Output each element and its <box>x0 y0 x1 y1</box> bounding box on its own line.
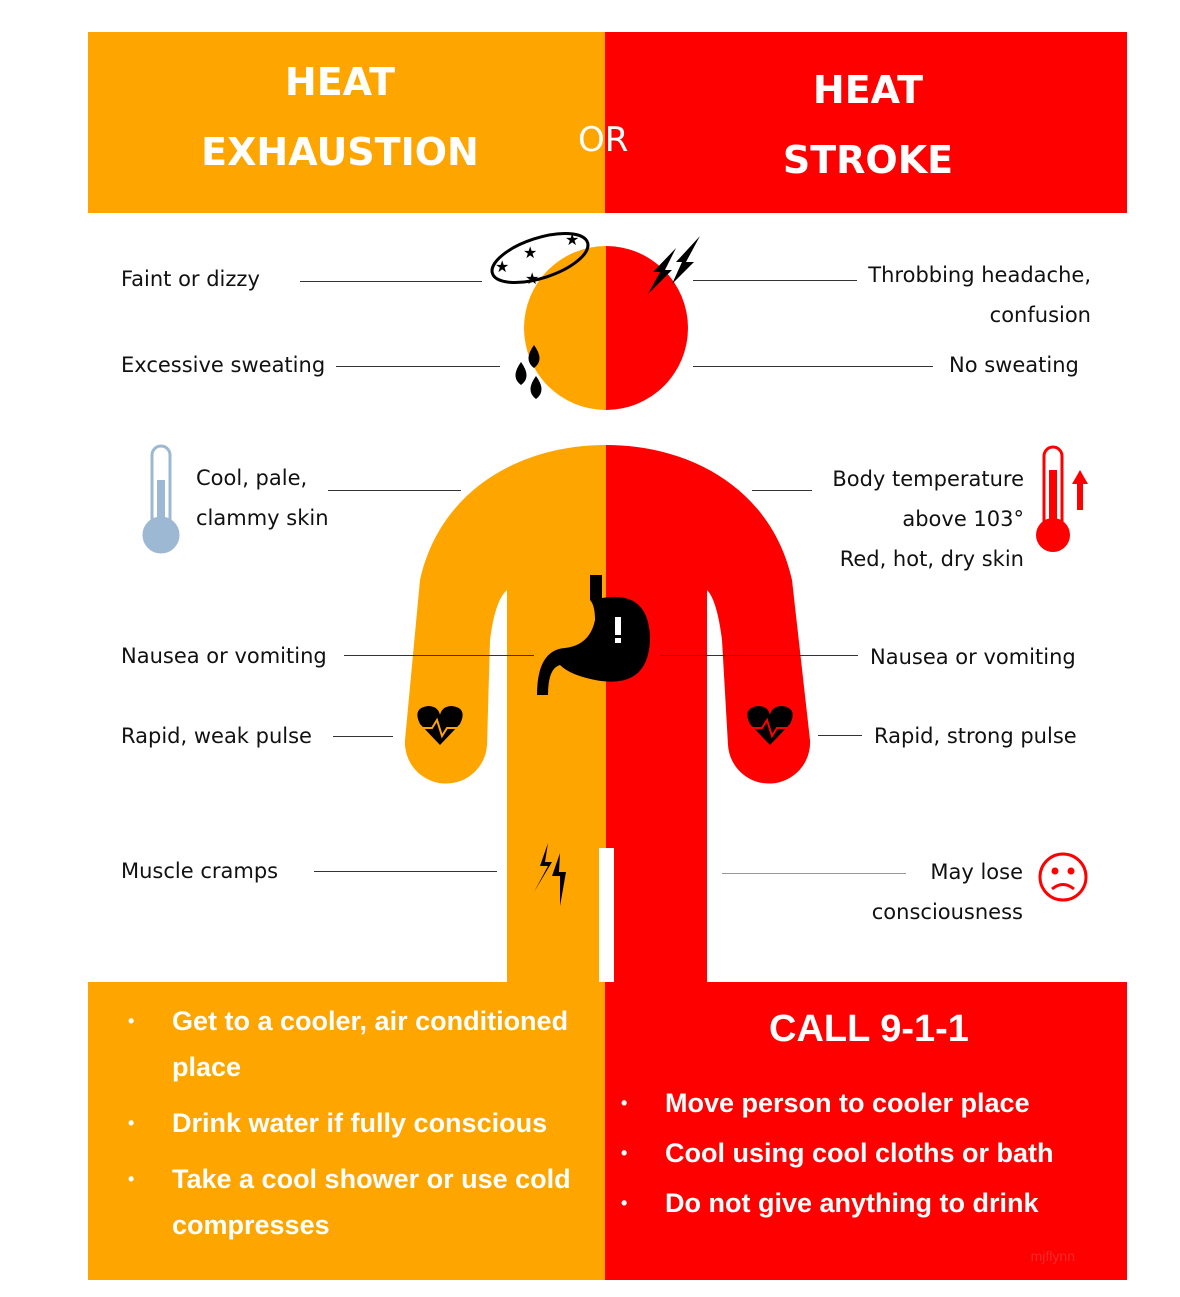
lightning-icon <box>648 236 700 294</box>
symptom-headache: Throbbing headache, confusion <box>868 255 1091 335</box>
label-line: consciousness <box>871 900 1023 924</box>
connector-line <box>722 873 906 874</box>
svg-text:★: ★ <box>495 257 509 276</box>
connector-line <box>660 655 858 656</box>
header-exhaustion <box>88 32 605 213</box>
stroke-title: HEAT STROKE <box>668 55 1068 195</box>
exhaustion-actions: Get to a cooler, air conditioned place D… <box>88 982 605 1280</box>
action-item: Cool using cool cloths or bath <box>621 1130 1117 1176</box>
connector-line <box>314 871 497 872</box>
action-item: Drink water if fully conscious <box>128 1100 597 1146</box>
label-line: Body temperature <box>832 467 1024 491</box>
symptom-skin: Cool, pale, clammy skin <box>196 458 329 538</box>
body-left <box>404 445 606 982</box>
sad-face-icon <box>1038 852 1088 902</box>
symptom-nausea: Nausea or vomiting <box>870 645 1076 669</box>
connector-line <box>336 366 500 367</box>
connector-line <box>752 490 812 491</box>
label-line: above 103° <box>902 507 1024 531</box>
label-line: May lose <box>930 860 1023 884</box>
label-line: Red, hot, dry skin <box>839 547 1024 571</box>
connector-line <box>693 280 857 281</box>
action-item: Move person to cooler place <box>621 1080 1117 1126</box>
lightning-icon <box>534 843 566 906</box>
svg-text:★: ★ <box>565 230 579 249</box>
connector-line <box>693 366 933 367</box>
exhaustion-title: HEAT EXHAUSTION <box>140 47 540 187</box>
call-911-title: CALL 9-1-1 <box>769 1008 969 1050</box>
heart-pulse-icon <box>417 706 463 745</box>
connector-line <box>818 735 862 736</box>
dizzy-stars-icon: ★ ★ ★ ★ <box>490 230 590 288</box>
head-left <box>524 246 606 410</box>
symptom-temperature: Body temperature above 103° Red, hot, dr… <box>832 459 1024 579</box>
action-item: Take a cool shower or use cold compresse… <box>128 1156 597 1248</box>
body-right <box>606 445 811 982</box>
symptom-no-sweating: No sweating <box>949 353 1079 377</box>
symptom-sweating: Excessive sweating <box>121 353 326 377</box>
sweat-drops-icon <box>515 345 542 399</box>
title-line: HEAT <box>284 60 396 104</box>
connector-line <box>300 281 482 282</box>
connector-line <box>344 655 534 656</box>
label-line: clammy skin <box>196 506 329 530</box>
stroke-actions: CALL 9-1-1 Move person to cooler place C… <box>605 982 1127 1280</box>
label-line: Cool, pale, <box>196 466 308 490</box>
leg-gap <box>599 848 614 982</box>
symptom-consciousness: May lose consciousness <box>872 852 1023 932</box>
symptom-nausea: Nausea or vomiting <box>121 644 327 668</box>
symptom-faint: Faint or dizzy <box>121 267 260 291</box>
hot-thermometer-icon <box>1036 445 1088 552</box>
arrow-up-icon <box>1072 470 1088 510</box>
label-line: Throbbing headache, <box>868 263 1091 287</box>
svg-text:★: ★ <box>523 243 537 262</box>
connector-line <box>328 490 461 491</box>
head-right <box>606 246 688 410</box>
title-line: STROKE <box>782 138 954 182</box>
symptom-pulse: Rapid, weak pulse <box>121 724 312 748</box>
symptom-cramps: Muscle cramps <box>121 859 279 883</box>
header-stroke <box>605 32 1127 213</box>
title-line: HEAT <box>812 68 924 112</box>
heart-pulse-icon <box>747 706 793 745</box>
cool-thermometer-icon <box>142 444 180 554</box>
title-line: EXHAUSTION <box>201 130 479 174</box>
connector-line <box>333 736 393 737</box>
symptom-pulse: Rapid, strong pulse <box>874 724 1077 748</box>
svg-text:★: ★ <box>525 269 539 288</box>
action-item: Get to a cooler, air conditioned place <box>128 998 597 1090</box>
label-line: confusion <box>989 303 1091 327</box>
action-item: Do not give anything to drink <box>621 1180 1117 1226</box>
stomach-icon <box>537 575 650 695</box>
watermark: mjflynn <box>1030 1248 1075 1264</box>
or-label: OR <box>578 120 629 160</box>
